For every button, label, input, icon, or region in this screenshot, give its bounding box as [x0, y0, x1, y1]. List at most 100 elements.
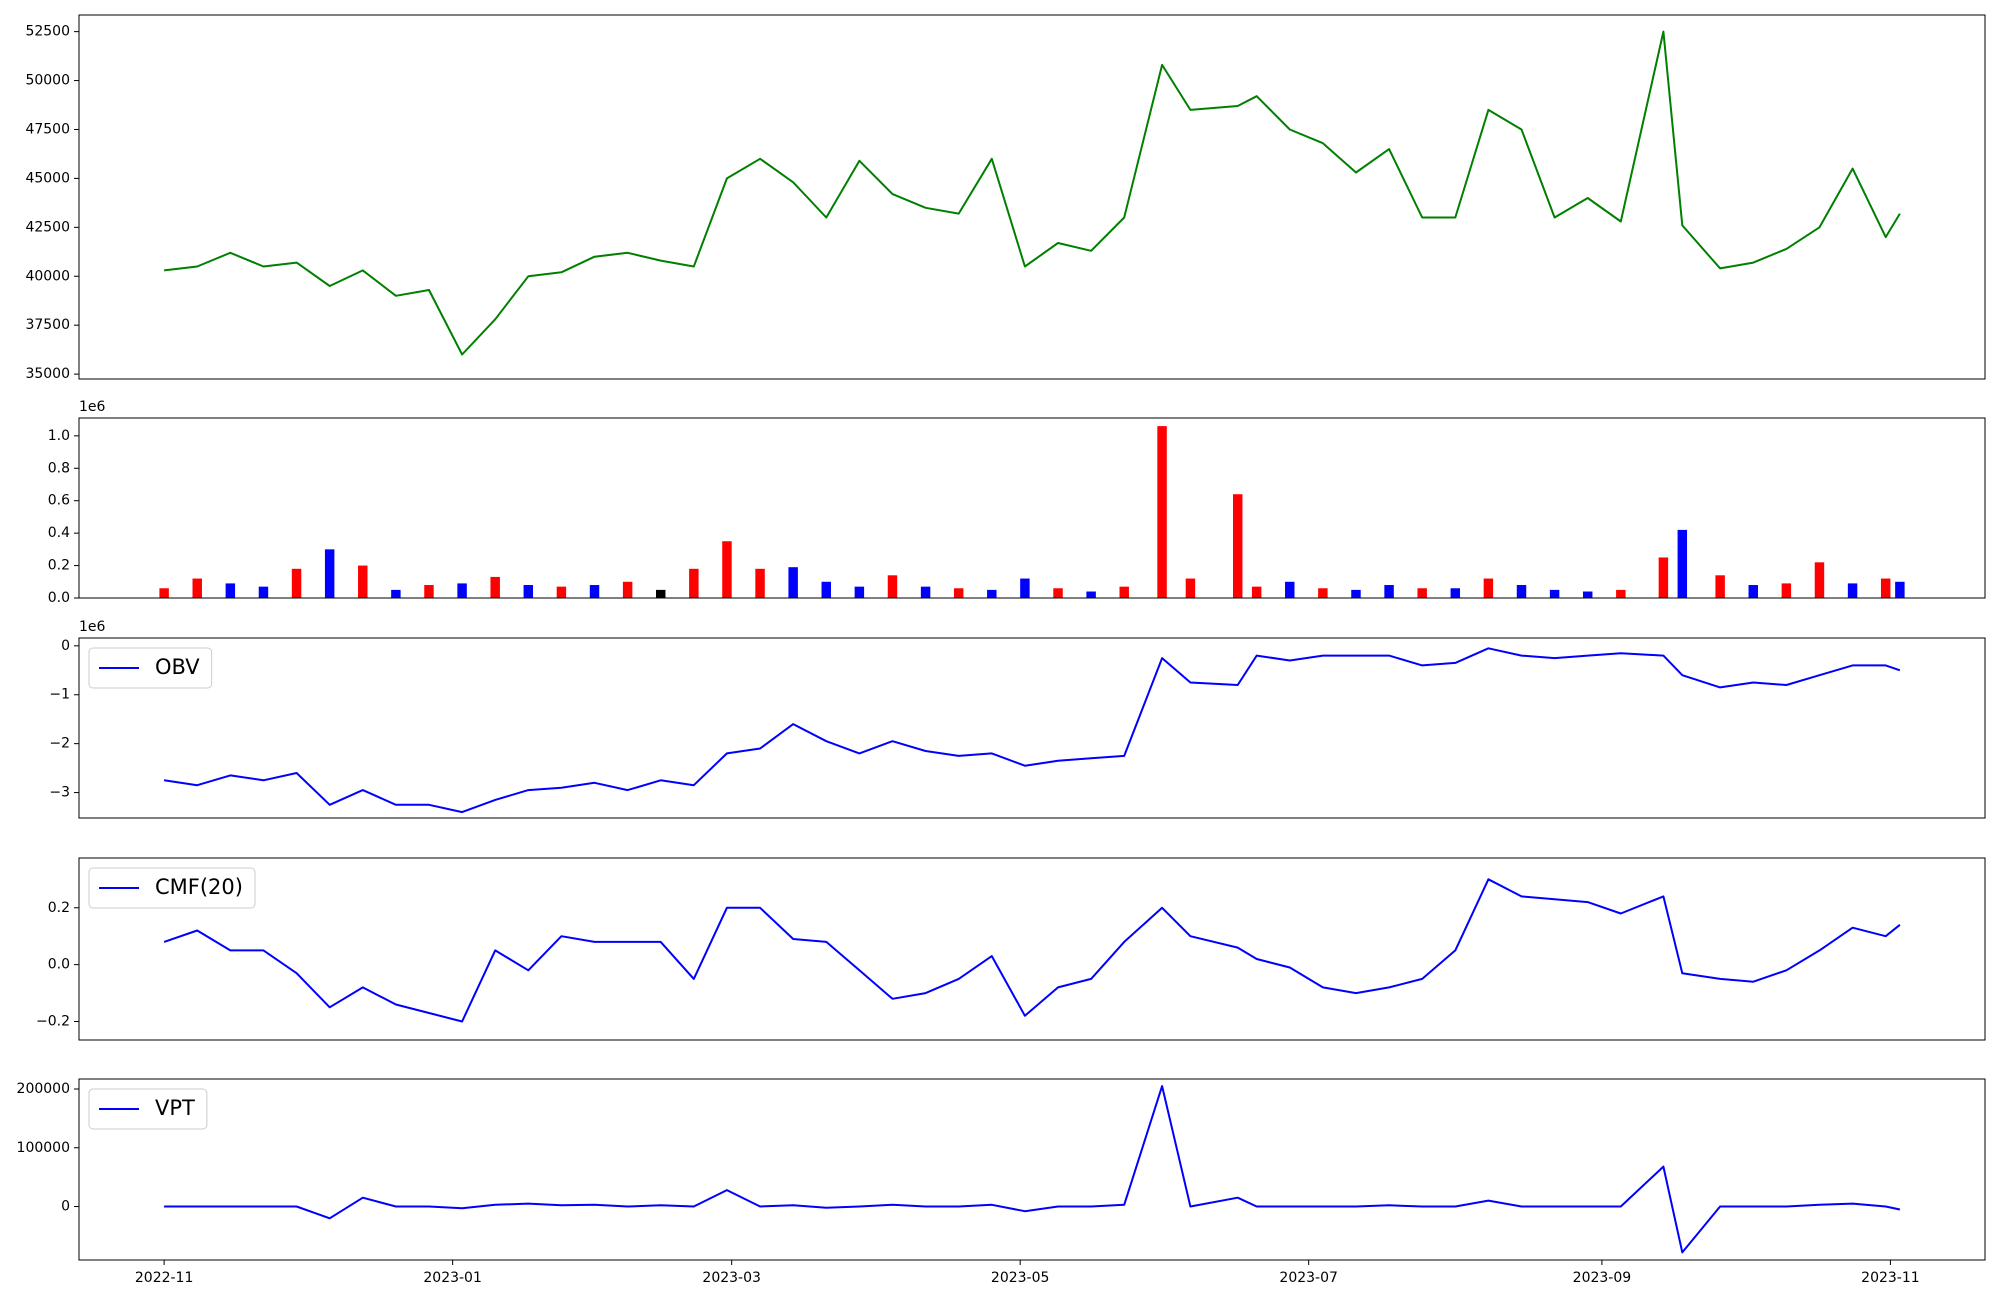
y-tick-label: 0 — [61, 638, 70, 654]
volume-bar — [1351, 589, 1361, 598]
x-tick-label: 2023-07 — [1279, 1270, 1338, 1286]
y-tick-label: −1 — [49, 687, 70, 703]
volume-bar — [887, 575, 898, 598]
series-line — [163, 878, 1901, 1023]
volume-bar — [821, 581, 831, 598]
panel: 35000 37500 40000 42500 45000 47500 50000 52500 — [25, 14, 1986, 382]
volume-bar — [622, 581, 633, 598]
volume-bar — [1020, 578, 1030, 598]
volume-bar — [1677, 529, 1688, 598]
volume-bar — [1715, 575, 1725, 598]
x-tick-label: 2023-09 — [1573, 1270, 1632, 1286]
volume-bar — [1119, 586, 1129, 598]
plot-area — [163, 647, 1901, 814]
volume-bar — [1814, 562, 1825, 598]
y-tick-label: 45000 — [25, 170, 70, 186]
y-tick-label: −3 — [49, 785, 70, 801]
volume-bar — [1450, 588, 1461, 598]
y-tick-label: 0.4 — [48, 525, 70, 541]
x-tick-label: 2023-05 — [991, 1270, 1050, 1286]
series-line — [164, 1085, 1901, 1254]
volume-bar — [920, 586, 931, 598]
y-tick-label: 0.6 — [48, 493, 70, 509]
y-tick-label: 0.8 — [48, 460, 70, 476]
volume-bar — [391, 589, 401, 598]
panel: 0.0 0.2 0.4 0.6 0.8 1.0 1e6 — [48, 399, 1986, 606]
volume-bar — [1880, 578, 1891, 598]
volume-bar — [258, 586, 269, 598]
volume-bar — [1616, 589, 1626, 598]
volume-bar — [1233, 494, 1243, 598]
y-tick-label: 1.0 — [48, 428, 70, 444]
legend-box — [88, 867, 256, 909]
y-tick-label: 0 — [61, 1199, 70, 1215]
legend: CMF(20) — [88, 867, 256, 909]
volume-bar — [358, 565, 368, 598]
y-tick-label: 47500 — [25, 121, 70, 137]
axes-frame — [78, 857, 1986, 1041]
volume-bar — [589, 585, 600, 598]
y-tick-label: 50000 — [25, 73, 70, 89]
plot-area — [164, 1085, 1901, 1254]
x-tick-label: 2023-11 — [1861, 1270, 1920, 1286]
offset-text: 1e6 — [79, 399, 106, 415]
volume-bar — [225, 583, 236, 598]
y-tick-label: −0.2 — [36, 1014, 70, 1030]
y-tick-label: 0.2 — [48, 558, 70, 574]
axes-frame — [78, 14, 1986, 380]
y-tick-label: 40000 — [25, 268, 70, 284]
volume-bar — [1185, 578, 1196, 598]
offset-text: 1e6 — [79, 619, 106, 635]
y-tick-label: 37500 — [25, 317, 70, 333]
series-line — [163, 30, 1901, 356]
volume-bar — [689, 568, 699, 598]
axes-frame — [78, 417, 1986, 599]
volume-bar — [192, 578, 202, 598]
volume-bar — [656, 589, 666, 598]
plot-area — [163, 878, 1901, 1023]
volume-bar — [324, 549, 335, 598]
volume-bar — [722, 541, 732, 598]
x-tick-label: 2023-01 — [423, 1270, 482, 1286]
y-tick-label: 35000 — [25, 366, 70, 382]
volume-bar — [556, 586, 567, 598]
y-tick-label: 200000 — [17, 1081, 70, 1097]
volume-bar — [1781, 583, 1792, 598]
volume-bar — [987, 589, 997, 598]
volume-bar — [1384, 585, 1394, 598]
volume-bar — [1516, 585, 1527, 598]
plot-area — [163, 30, 1901, 356]
axes-frame — [78, 1078, 1986, 1261]
y-tick-label: 0.0 — [48, 957, 70, 973]
volume-bar — [1483, 578, 1494, 598]
panel: −3 −2 −1 0 1e6 OBV — [49, 619, 1986, 819]
y-tick-label: 52500 — [25, 24, 70, 40]
plot-area — [159, 426, 1905, 598]
volume-bar — [457, 583, 467, 598]
volume-bar — [1658, 557, 1669, 598]
volume-bar — [1417, 588, 1427, 598]
legend-label: VPT — [155, 1096, 195, 1120]
volume-bar — [523, 585, 534, 598]
volume-bar — [1086, 591, 1096, 598]
volume-bar — [1157, 426, 1167, 598]
volume-bar — [291, 568, 302, 598]
y-tick-label: 0.2 — [48, 900, 70, 916]
series-line — [163, 647, 1901, 814]
y-tick-label: 42500 — [25, 219, 70, 235]
volume-bar — [1895, 581, 1905, 598]
legend: OBV — [88, 647, 213, 689]
y-tick-label: 100000 — [17, 1140, 70, 1156]
volume-bar — [1847, 583, 1858, 598]
legend-label: CMF(20) — [155, 875, 243, 899]
y-tick-label: 0.0 — [48, 590, 70, 606]
x-tick-label: 2023-03 — [702, 1270, 761, 1286]
legend-box — [88, 647, 213, 689]
volume-bar — [854, 586, 865, 598]
volume-bar — [1549, 589, 1560, 598]
legend-box — [88, 1088, 208, 1130]
panel: 0 100000 200000 2022-11 2023-01 2023-03 2023-0… — [17, 1078, 1986, 1286]
volume-bar — [1748, 585, 1758, 598]
legend: VPT — [88, 1088, 208, 1130]
